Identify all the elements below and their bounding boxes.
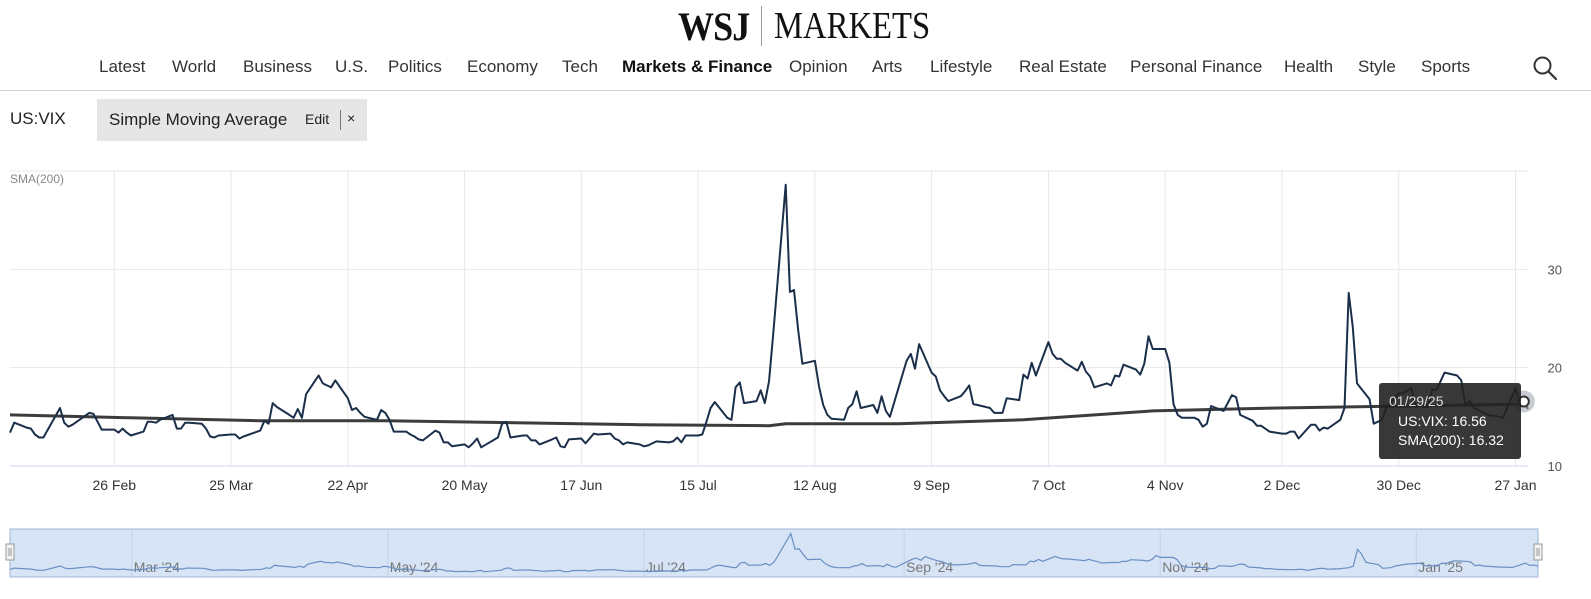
navigator-label: Jan '25 <box>1418 559 1463 575</box>
nav-item-lifestyle[interactable]: Lifestyle <box>930 57 993 76</box>
sma-series-line <box>9 402 1529 428</box>
nav-item-opinion[interactable]: Opinion <box>789 57 848 76</box>
x-tick-label: 26 Feb <box>92 477 136 493</box>
x-tick-label: 22 Apr <box>328 477 369 493</box>
x-tick-label: 25 Mar <box>209 477 253 493</box>
masthead: WSJ MARKETS <box>0 0 1591 49</box>
chip-divider <box>340 110 341 130</box>
tooltip-box <box>1379 383 1521 459</box>
x-tick-label: 12 Aug <box>793 477 837 493</box>
x-tick-label: 7 Oct <box>1032 477 1066 493</box>
y-tick-label: 30 <box>1548 262 1562 277</box>
x-tick-label: 2 Dec <box>1264 477 1301 493</box>
tooltip-line: US:VIX: 16.56 <box>1398 413 1487 429</box>
nav-divider <box>0 90 1591 91</box>
nav-item-real-estate[interactable]: Real Estate <box>1019 57 1107 76</box>
x-tick-label: 9 Sep <box>913 477 950 493</box>
handle-grip <box>1533 543 1543 561</box>
x-tick-label: 4 Nov <box>1147 477 1184 493</box>
hover-tooltip: 01/29/25 US:VIX: 16.56 SMA(200): 16.32 <box>1379 383 1521 459</box>
logo-divider <box>761 6 763 46</box>
x-tick-label: 17 Jun <box>560 477 602 493</box>
range-navigator[interactable]: Mar '24 May '24 Jul '24 Sep '24 Nov '24 Jan '… <box>0 524 1591 584</box>
remove-indicator-button[interactable]: × <box>347 110 356 126</box>
nav-item-health[interactable]: Health <box>1284 57 1334 76</box>
tooltip-date: 01/29/25 <box>1389 393 1444 409</box>
handle-grip <box>5 543 15 561</box>
nav-item-arts[interactable]: Arts <box>872 57 903 76</box>
x-tick-label: 15 Jul <box>679 477 716 493</box>
logo-brand: WSJ <box>678 3 750 49</box>
price-chart[interactable]: 26 Feb 25 Mar 22 Apr 20 May 17 Jun 15 Jul 12 A… <box>0 165 1591 495</box>
nav-item-sports[interactable]: Sports <box>1421 57 1471 76</box>
edit-indicator-button[interactable]: Edit <box>305 111 330 127</box>
navigator-label: May '24 <box>390 559 439 575</box>
nav-item-tech[interactable]: Tech <box>562 57 598 76</box>
logo-section: MARKETS <box>774 5 931 47</box>
x-tick-label: 30 Dec <box>1377 477 1421 493</box>
wsj-markets-logo[interactable]: WSJ MARKETS <box>678 3 956 49</box>
nav-item-business[interactable]: Business <box>243 57 312 76</box>
y-tick-label: 10 <box>1548 459 1562 474</box>
tooltip-line: SMA(200): 16.32 <box>1398 432 1504 448</box>
navigator-label: Sep '24 <box>906 559 953 575</box>
nav-item-personal-finance[interactable]: Personal Finance <box>1130 57 1263 76</box>
navigator-label: Mar '24 <box>134 559 180 575</box>
nav-item-latest[interactable]: Latest <box>99 57 146 76</box>
section-nav: Latest World Business U.S. Politics Econ… <box>0 52 1591 84</box>
symbol-label: US:VIX <box>10 109 66 128</box>
y-tick-label: 20 <box>1548 361 1562 376</box>
nav-item-politics[interactable]: Politics <box>388 57 442 76</box>
nav-item-markets-finance[interactable]: Markets & Finance <box>622 57 773 76</box>
nav-item-world[interactable]: World <box>172 57 217 76</box>
indicator-chip: Simple Moving Average Edit × <box>97 99 367 141</box>
x-tick-label: 20 May <box>442 477 488 493</box>
navigator-label: Jul '24 <box>646 559 686 575</box>
indicator-series-label: SMA(200) <box>10 172 64 186</box>
navigator-right-handle[interactable] <box>1533 543 1543 561</box>
x-tick-label: 27 Jan <box>1494 477 1536 493</box>
search-icon[interactable] <box>1532 55 1558 81</box>
nav-item-us[interactable]: U.S. <box>335 57 369 76</box>
navigator-left-handle[interactable] <box>5 543 15 561</box>
nav-item-economy[interactable]: Economy <box>467 57 538 76</box>
nav-item-style[interactable]: Style <box>1358 57 1396 76</box>
navigator-series-line <box>9 532 1539 573</box>
vix-series-line <box>9 183 1529 449</box>
indicator-label: Simple Moving Average <box>109 110 288 129</box>
